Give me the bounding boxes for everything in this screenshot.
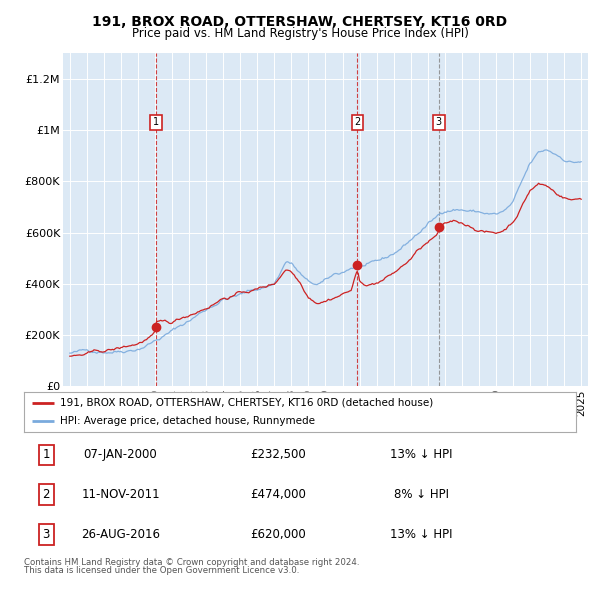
Text: 2: 2 [43,488,50,501]
Text: HPI: Average price, detached house, Runnymede: HPI: Average price, detached house, Runn… [60,416,315,426]
Text: £620,000: £620,000 [250,528,306,541]
Text: 1: 1 [43,448,50,461]
Text: 191, BROX ROAD, OTTERSHAW, CHERTSEY, KT16 0RD (detached house): 191, BROX ROAD, OTTERSHAW, CHERTSEY, KT1… [60,398,433,408]
Text: £474,000: £474,000 [250,488,306,501]
Text: Contains HM Land Registry data © Crown copyright and database right 2024.: Contains HM Land Registry data © Crown c… [24,558,359,567]
Text: 1: 1 [152,117,159,127]
Text: 3: 3 [43,528,50,541]
Text: 26-AUG-2016: 26-AUG-2016 [81,528,160,541]
Text: 13% ↓ HPI: 13% ↓ HPI [390,448,452,461]
Text: 8% ↓ HPI: 8% ↓ HPI [394,488,449,501]
Text: 13% ↓ HPI: 13% ↓ HPI [390,528,452,541]
Text: This data is licensed under the Open Government Licence v3.0.: This data is licensed under the Open Gov… [24,566,299,575]
Text: 07-JAN-2000: 07-JAN-2000 [84,448,157,461]
Text: 3: 3 [436,117,442,127]
Text: 191, BROX ROAD, OTTERSHAW, CHERTSEY, KT16 0RD: 191, BROX ROAD, OTTERSHAW, CHERTSEY, KT1… [92,15,508,30]
Text: Price paid vs. HM Land Registry's House Price Index (HPI): Price paid vs. HM Land Registry's House … [131,27,469,40]
Text: £232,500: £232,500 [250,448,306,461]
Text: 11-NOV-2011: 11-NOV-2011 [81,488,160,501]
Text: 2: 2 [354,117,361,127]
